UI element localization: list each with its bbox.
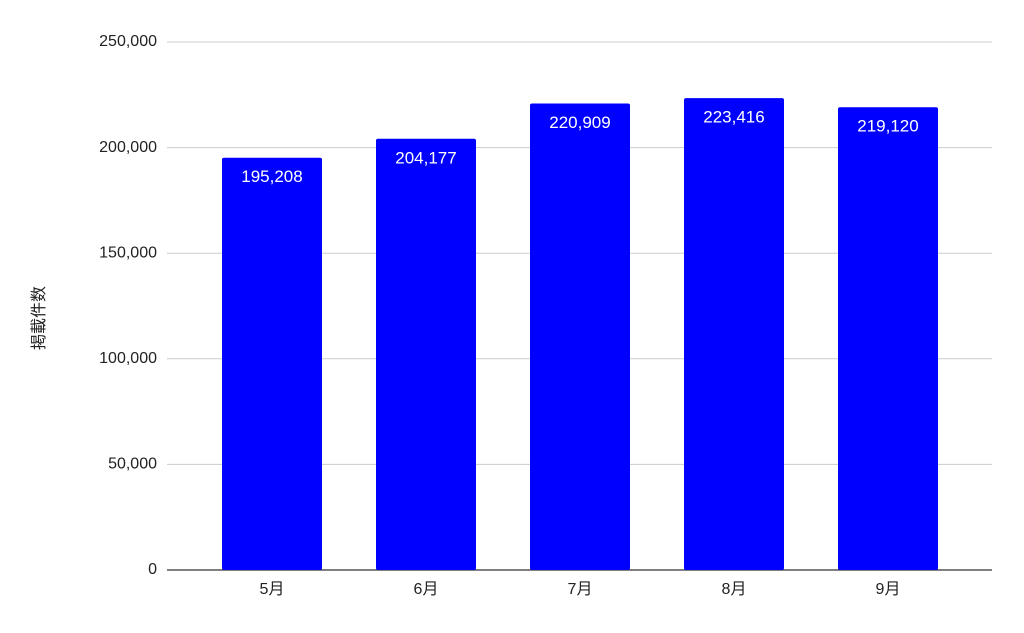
value-label: 195,208 — [241, 167, 302, 186]
y-tick-label: 50,000 — [108, 456, 157, 473]
x-tick-label: 9月 — [876, 581, 901, 598]
value-label: 219,120 — [857, 117, 918, 136]
bar — [376, 138, 476, 570]
x-tick-label: 5月 — [260, 581, 285, 598]
y-tick-label: 250,000 — [99, 33, 157, 50]
y-tick-label: 150,000 — [99, 244, 157, 261]
x-tick-label: 7月 — [568, 581, 593, 598]
y-axis-label: 掲載件数 — [30, 286, 48, 350]
x-tick-label: 8月 — [722, 581, 747, 598]
value-label: 223,416 — [703, 108, 764, 127]
x-tick-label: 6月 — [414, 581, 439, 598]
y-tick-label: 100,000 — [99, 350, 157, 367]
bar — [222, 157, 322, 570]
bar — [838, 107, 938, 570]
y-tick-label: 200,000 — [99, 139, 157, 156]
bar — [530, 103, 630, 571]
y-tick-label: 0 — [148, 561, 157, 578]
value-label: 220,909 — [549, 113, 610, 132]
bar — [684, 98, 784, 570]
value-label: 204,177 — [395, 148, 456, 167]
